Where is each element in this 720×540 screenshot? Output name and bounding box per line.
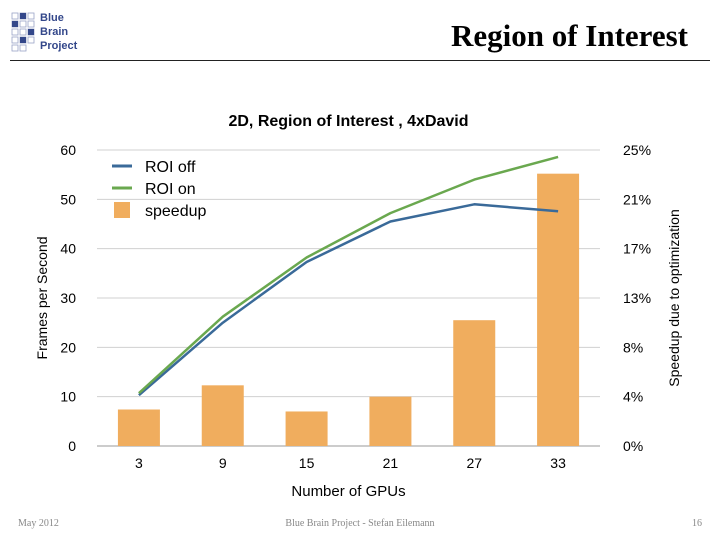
y2-tick-label: 17% <box>623 241 651 257</box>
logo-word-brain: Brain <box>40 26 69 38</box>
logo-grid-icon <box>11 12 35 52</box>
y2-axis-label: Speedup due to optimization <box>666 209 682 386</box>
y-tick-label: 10 <box>60 389 76 405</box>
chart-title: 2D, Region of Interest , 4xDavid <box>228 113 468 130</box>
y2-tick-label: 4% <box>623 389 643 405</box>
speedup-bar <box>453 320 496 446</box>
slide-title: Region of Interest <box>450 18 688 53</box>
logo-word-project: Project <box>40 40 78 52</box>
logo-word-blue: Blue <box>40 12 64 24</box>
y-tick-label: 40 <box>60 241 76 257</box>
footer-date: May 2012 <box>18 518 59 529</box>
x-tick-label: 27 <box>466 455 482 471</box>
blue-brain-logo: Blue Brain Project <box>10 8 90 56</box>
x-tick-label: 15 <box>299 455 315 471</box>
roi-on-line <box>138 155 559 395</box>
y-tick-label: 30 <box>60 290 76 306</box>
speedup-bar <box>117 409 160 446</box>
speedup-bar <box>537 173 580 446</box>
title-divider <box>10 60 710 61</box>
y-tick-label: 0 <box>68 438 76 454</box>
y-tick-label: 60 <box>60 142 76 158</box>
y2-tick-label: 25% <box>623 142 651 158</box>
y2-tick-label: 8% <box>623 339 643 355</box>
legend-roi-off-label: ROI off <box>145 159 196 176</box>
footer-author: Blue Brain Project - Stefan Eilemann <box>285 518 435 529</box>
footer-page-number: 16 <box>692 518 702 529</box>
y2-tick-label: 13% <box>623 290 651 306</box>
x-tick-label: 9 <box>219 455 227 471</box>
speedup-bar <box>285 411 328 446</box>
roi-off-line <box>138 203 559 397</box>
x-tick-label: 3 <box>135 455 143 471</box>
legend-roi-on-label: ROI on <box>145 181 196 198</box>
x-tick-label: 33 <box>550 455 566 471</box>
y2-tick-label: 0% <box>623 438 643 454</box>
y-tick-label: 20 <box>60 339 76 355</box>
legend-speedup-swatch <box>114 202 130 218</box>
y-tick-label: 50 <box>60 191 76 207</box>
x-tick-label: 21 <box>383 455 399 471</box>
x-axis-label: Number of GPUs <box>291 483 405 500</box>
speedup-bar <box>369 396 412 446</box>
legend-speedup-label: speedup <box>145 203 206 220</box>
y-axis-label: Frames per Second <box>34 237 50 360</box>
y2-tick-label: 21% <box>623 191 651 207</box>
speedup-bar <box>201 385 244 446</box>
